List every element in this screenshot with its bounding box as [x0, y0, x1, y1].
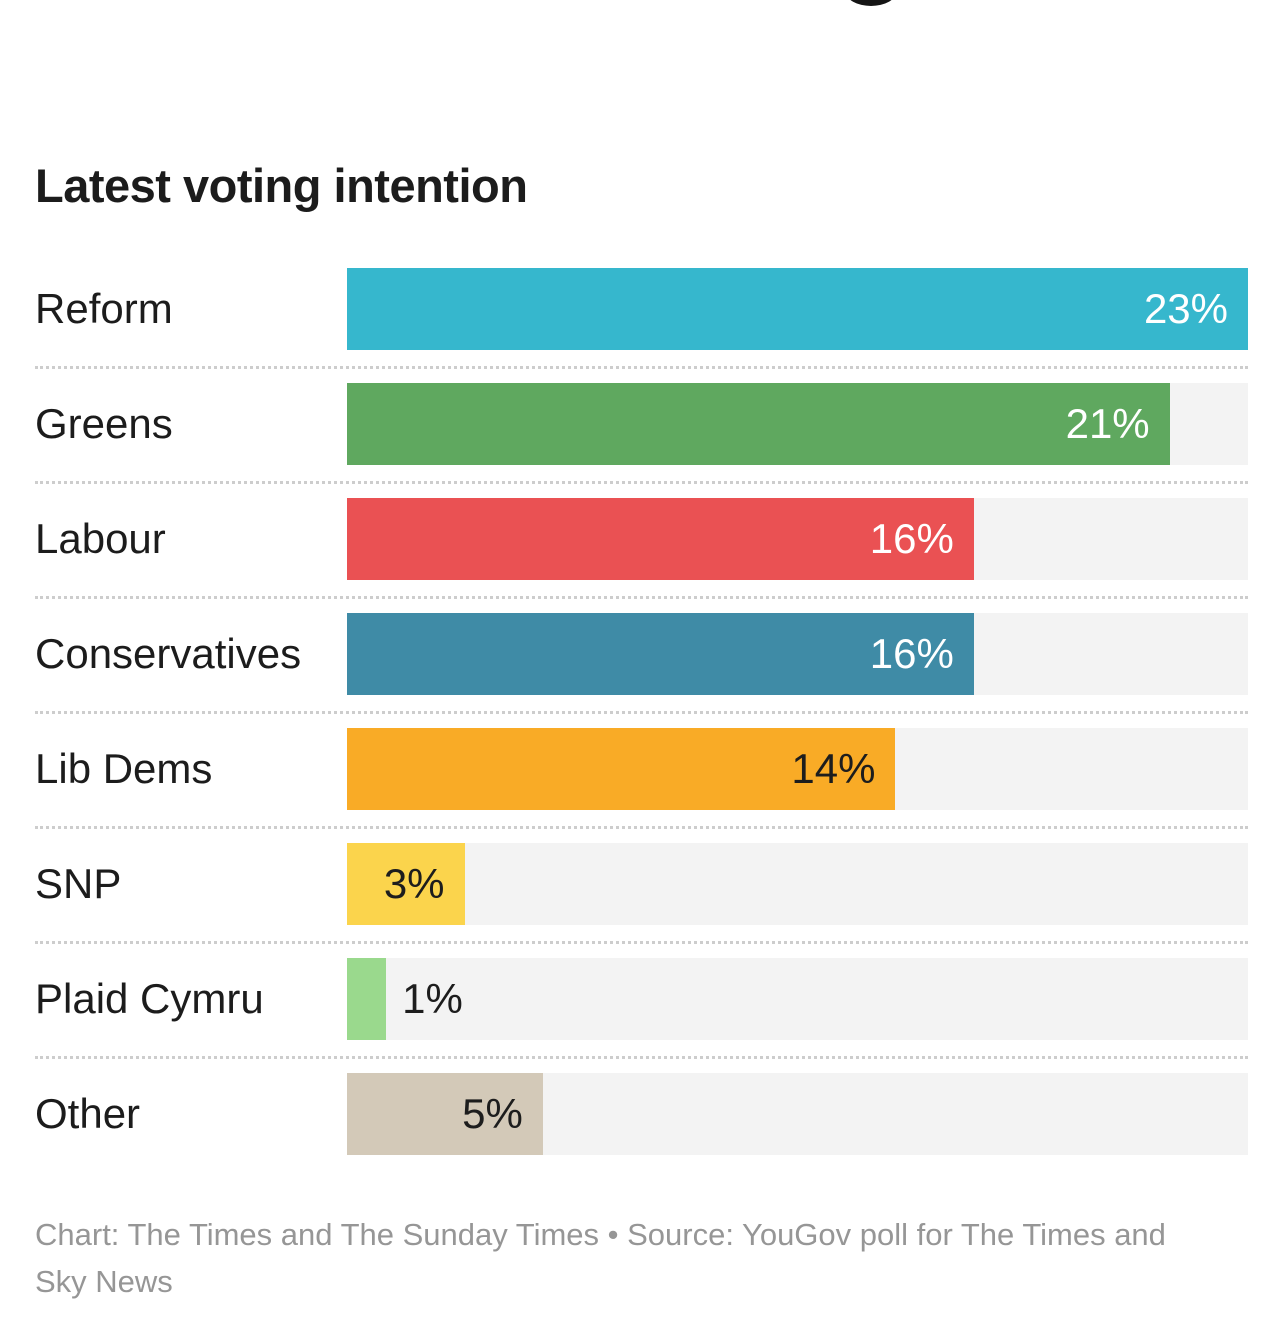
bar-track: 5% [347, 1073, 1248, 1155]
bar-track: 1% [347, 958, 1248, 1040]
bar-track: 14% [347, 728, 1248, 810]
chart-page: Latest voting intention Reform 23% Green… [35, 0, 1248, 1299]
value-label: 23% [1143, 285, 1228, 332]
bar-fill [347, 498, 974, 580]
bar-row-greens: Greens 21% [35, 383, 1248, 465]
value-label: 14% [791, 745, 876, 792]
row-separator [35, 826, 1248, 829]
row-separator [35, 596, 1248, 599]
bar-track: 16% [347, 613, 1248, 695]
bar-row-reform: Reform 23% [35, 268, 1248, 350]
category-label: Lib Dems [35, 745, 213, 792]
category-label: Other [35, 1090, 141, 1137]
value-label: 16% [869, 630, 954, 677]
row-separator [35, 711, 1248, 714]
bar-track: 23% [347, 268, 1248, 350]
category-label: Conservatives [35, 630, 302, 677]
bar-fill [347, 728, 896, 810]
bar-row-labour: Labour 16% [35, 498, 1248, 580]
chart-title: Latest voting intention [35, 159, 528, 212]
voting-intention-bar-chart: Reform 23% Greens 21% Labour 16% Conserv… [35, 268, 1248, 1155]
category-label: Plaid Cymru [35, 975, 264, 1022]
bar-fill [347, 1073, 543, 1155]
bar-track: 3% [347, 843, 1248, 925]
bar-row-lib-dems: Lib Dems 14% [35, 728, 1248, 810]
bar-fill [347, 843, 465, 925]
category-label: Labour [35, 515, 166, 562]
value-label: 5% [462, 1090, 523, 1137]
value-label: 3% [383, 860, 445, 907]
bar-fill [347, 383, 1170, 465]
chart-source-credit: Chart: The Times and The Sunday Times • … [35, 1217, 1166, 1299]
bar-row-conservatives: Conservatives 16% [35, 613, 1248, 695]
bar-row-snp: SNP 3% [35, 843, 1248, 925]
row-separator [35, 1056, 1248, 1059]
category-label: SNP [35, 860, 122, 907]
category-label: Reform [35, 285, 173, 332]
bar-track: 16% [347, 498, 1248, 580]
bar-track: 21% [347, 383, 1248, 465]
bar-fill [347, 958, 387, 1040]
bar-row-plaid-cymru: Plaid Cymru 1% [35, 958, 1248, 1040]
row-separator [35, 481, 1248, 484]
value-label: 1% [402, 975, 463, 1022]
bar-fill [347, 268, 1248, 350]
row-separator [35, 366, 1248, 369]
bar-fill [347, 613, 974, 695]
value-label: 16% [869, 515, 954, 562]
row-separator [35, 941, 1248, 944]
bar-row-other: Other 5% [35, 1073, 1248, 1155]
value-label: 21% [1065, 400, 1150, 447]
cropped-letter-glyph [846, 0, 896, 6]
category-label: Greens [35, 400, 173, 447]
